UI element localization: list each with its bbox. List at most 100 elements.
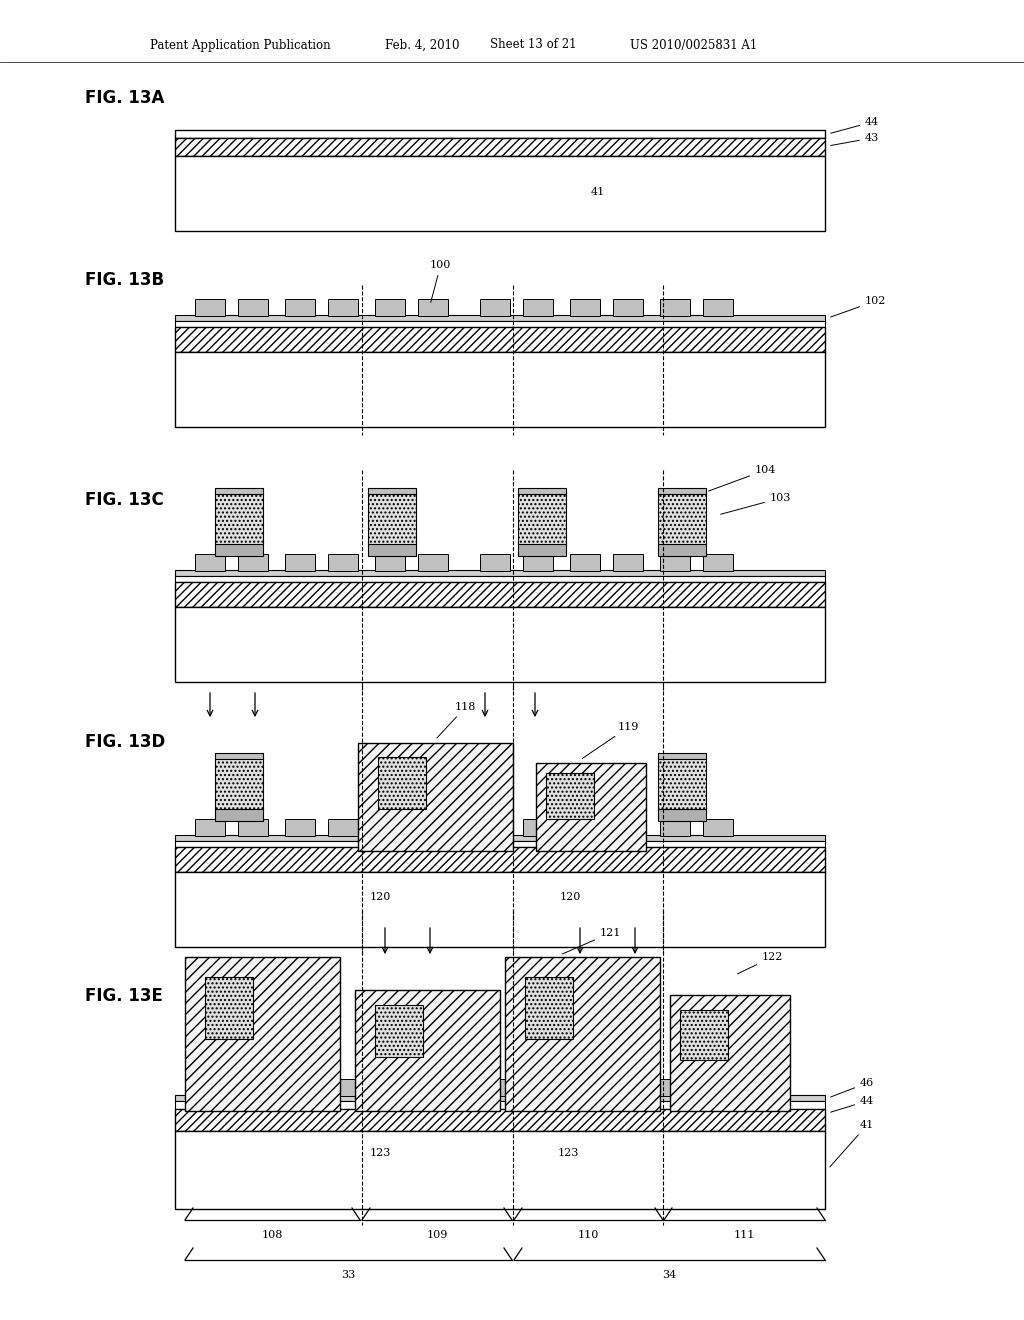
Bar bbox=[378, 756, 426, 809]
Bar bbox=[418, 300, 449, 315]
Text: 102: 102 bbox=[830, 296, 887, 317]
Bar bbox=[375, 554, 406, 572]
Text: Sheet 13 of 21: Sheet 13 of 21 bbox=[490, 38, 577, 51]
Text: 100: 100 bbox=[430, 260, 452, 302]
Bar bbox=[703, 300, 733, 315]
Text: 44: 44 bbox=[830, 1096, 874, 1113]
Bar bbox=[175, 847, 825, 873]
Text: 121: 121 bbox=[562, 928, 622, 954]
Bar bbox=[368, 492, 416, 544]
Bar bbox=[175, 129, 825, 139]
Bar bbox=[703, 554, 733, 572]
Bar bbox=[195, 300, 225, 315]
Bar bbox=[175, 352, 825, 426]
Bar bbox=[215, 752, 263, 759]
Bar bbox=[703, 1078, 733, 1096]
Bar bbox=[355, 990, 500, 1111]
Text: 33: 33 bbox=[341, 1270, 355, 1280]
Bar bbox=[658, 752, 706, 759]
Text: FIG. 13E: FIG. 13E bbox=[85, 987, 163, 1005]
Bar bbox=[195, 1078, 225, 1096]
Text: 108: 108 bbox=[262, 1230, 284, 1239]
Text: Feb. 4, 2010: Feb. 4, 2010 bbox=[385, 38, 460, 51]
Bar bbox=[518, 543, 566, 556]
Text: 34: 34 bbox=[663, 1270, 677, 1280]
Text: 43: 43 bbox=[830, 133, 880, 145]
Bar bbox=[570, 554, 600, 572]
Bar bbox=[518, 492, 566, 544]
Text: 120: 120 bbox=[559, 892, 581, 902]
Bar bbox=[285, 554, 315, 572]
Bar bbox=[175, 873, 825, 946]
Bar bbox=[175, 836, 825, 841]
Bar bbox=[285, 300, 315, 315]
Bar bbox=[175, 582, 825, 607]
Bar bbox=[658, 807, 706, 821]
Bar bbox=[660, 1078, 690, 1096]
Bar bbox=[703, 818, 733, 836]
Bar bbox=[358, 743, 513, 851]
Text: 122: 122 bbox=[737, 952, 783, 974]
Bar bbox=[613, 818, 643, 836]
Bar bbox=[613, 1078, 643, 1096]
Bar bbox=[285, 818, 315, 836]
Bar bbox=[480, 1078, 510, 1096]
Bar bbox=[175, 315, 825, 321]
Text: 103: 103 bbox=[721, 492, 792, 515]
Bar bbox=[375, 1078, 406, 1096]
Bar bbox=[175, 1101, 825, 1109]
Bar bbox=[195, 818, 225, 836]
Bar bbox=[328, 818, 358, 836]
Bar bbox=[658, 756, 706, 809]
Text: FIG. 13A: FIG. 13A bbox=[85, 88, 165, 107]
Text: 44: 44 bbox=[830, 117, 880, 133]
Bar bbox=[328, 1078, 358, 1096]
Bar bbox=[185, 957, 340, 1111]
Text: US 2010/0025831 A1: US 2010/0025831 A1 bbox=[630, 38, 758, 51]
Bar bbox=[670, 995, 790, 1111]
Bar bbox=[680, 1010, 728, 1060]
Bar bbox=[418, 1078, 449, 1096]
Bar bbox=[238, 300, 268, 315]
Text: 41: 41 bbox=[829, 1119, 874, 1167]
Bar bbox=[195, 554, 225, 572]
Bar bbox=[536, 763, 646, 851]
Bar bbox=[175, 607, 825, 682]
Bar bbox=[570, 1078, 600, 1096]
Bar bbox=[480, 818, 510, 836]
Text: 109: 109 bbox=[426, 1230, 447, 1239]
Bar bbox=[570, 818, 600, 836]
Text: 123: 123 bbox=[370, 1148, 391, 1158]
Text: 111: 111 bbox=[734, 1230, 755, 1239]
Bar bbox=[285, 1078, 315, 1096]
Text: FIG. 13C: FIG. 13C bbox=[85, 491, 164, 510]
Bar bbox=[205, 977, 253, 1039]
Bar bbox=[238, 818, 268, 836]
Bar bbox=[480, 300, 510, 315]
Bar bbox=[418, 818, 449, 836]
Bar bbox=[368, 543, 416, 556]
Bar bbox=[525, 977, 573, 1039]
Bar bbox=[375, 1005, 423, 1057]
Bar bbox=[328, 300, 358, 315]
Text: Patent Application Publication: Patent Application Publication bbox=[150, 38, 331, 51]
Bar bbox=[215, 488, 263, 494]
Bar bbox=[375, 818, 406, 836]
Text: 110: 110 bbox=[578, 1230, 599, 1239]
Bar bbox=[418, 554, 449, 572]
Text: 118: 118 bbox=[437, 702, 476, 738]
Bar bbox=[175, 321, 825, 327]
Bar bbox=[518, 488, 566, 494]
Text: FIG. 13D: FIG. 13D bbox=[85, 733, 165, 751]
Bar bbox=[660, 554, 690, 572]
Bar bbox=[175, 1096, 825, 1101]
Text: 104: 104 bbox=[709, 465, 776, 491]
Bar bbox=[658, 492, 706, 544]
Bar bbox=[523, 1078, 553, 1096]
Bar bbox=[613, 554, 643, 572]
Bar bbox=[505, 957, 660, 1111]
Bar bbox=[613, 300, 643, 315]
Bar bbox=[660, 818, 690, 836]
Bar bbox=[175, 139, 825, 156]
Bar bbox=[368, 488, 416, 494]
